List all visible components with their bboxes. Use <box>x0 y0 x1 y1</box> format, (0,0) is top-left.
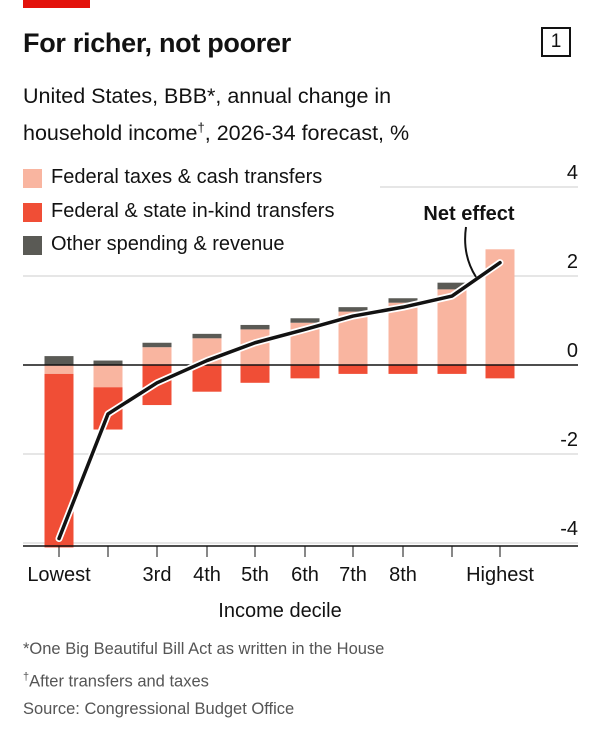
x-tick-marks <box>23 545 578 557</box>
legend-swatch-other <box>23 236 42 255</box>
bar-2-0 <box>44 356 74 365</box>
subtitle-line2-pre: household income <box>23 121 198 146</box>
bar-1-8 <box>437 365 467 374</box>
net-effect-label: Net effect <box>423 203 514 225</box>
y-tick-label--4: -4 <box>560 518 578 540</box>
x-axis-title: Income decile <box>218 600 341 622</box>
legend-label-other: Other spending & revenue <box>51 233 285 255</box>
chart-title: For richer, not poorer <box>23 28 291 58</box>
bar-2-4 <box>240 324 270 330</box>
x-tick-label-6: 7th <box>339 564 367 586</box>
bar-2-1 <box>93 360 123 365</box>
x-tick-label-0: Lowest <box>27 564 91 586</box>
bar-2-3 <box>192 333 222 339</box>
bar-0-7 <box>388 302 418 365</box>
x-tick-label-7: 8th <box>389 564 417 586</box>
y-tick-labels: 4 2 0 -2 -4 <box>560 162 578 540</box>
chart-number-badge: 1 <box>541 27 571 57</box>
x-tick-label-2: 3rd <box>143 564 172 586</box>
x-tick-label-9: Highest <box>466 564 534 586</box>
chart-subtitle: United States, BBB*, annual change in ho… <box>23 81 583 149</box>
bar-0-2 <box>142 347 172 365</box>
legend-swatch-federal-taxes <box>23 169 42 188</box>
y-tick-label-2: 2 <box>567 251 578 273</box>
source-note: Source: Congressional Budget Office <box>23 699 295 718</box>
bar-0-8 <box>437 289 467 365</box>
bar-2-5 <box>290 318 320 323</box>
footnote-bbb: *One Big Beautiful Bill Act as written i… <box>23 640 385 658</box>
bar-1-7 <box>388 365 418 374</box>
bar-1-3 <box>192 365 222 392</box>
legend-swatch-in-kind <box>23 202 42 222</box>
bar-2-2 <box>142 342 172 348</box>
bar-2-6 <box>338 307 368 312</box>
bar-1-4 <box>240 365 270 383</box>
footnote-dagger-text: After transfers and taxes <box>29 672 209 690</box>
footnote-dagger: †After transfers and taxes <box>23 664 384 696</box>
subtitle-line1: United States, BBB*, annual change in <box>23 84 392 108</box>
legend-label-federal-taxes: Federal taxes & cash transfers <box>51 166 323 188</box>
bar-2-8 <box>437 282 467 290</box>
bars-layer <box>44 249 515 548</box>
x-tick-label-4: 5th <box>241 564 269 586</box>
y-tick-label-4: 4 <box>567 162 578 184</box>
x-tick-label-5: 6th <box>291 564 319 586</box>
bar-2-7 <box>388 298 418 303</box>
brand-bar <box>23 0 90 8</box>
footnote-dagger-mark: † <box>23 670 30 683</box>
bar-1-5 <box>290 365 320 379</box>
y-tick-label--2: -2 <box>560 429 578 451</box>
subtitle-line2-post: , 2026-34 forecast, % <box>204 121 410 146</box>
bar-1-9 <box>485 365 515 379</box>
x-tick-labels: Lowest 3rd 4th 5th 6th 7th 8th Highest <box>27 564 534 586</box>
net-effect-layer <box>55 259 504 543</box>
x-tick-label-3: 4th <box>193 564 221 586</box>
footnotes: *One Big Beautiful Bill Act as written i… <box>23 636 384 723</box>
y-tick-label-0: 0 <box>567 340 578 362</box>
net-effect-halo <box>55 259 504 543</box>
net-effect-line <box>57 260 502 541</box>
net-effect-pointer <box>464 226 477 278</box>
bar-1-6 <box>338 365 368 374</box>
bar-0-0 <box>44 365 74 374</box>
legend-label-in-kind: Federal & state in-kind transfers <box>51 199 335 222</box>
bar-0-1 <box>93 365 123 388</box>
subtitle-dagger: † <box>197 120 205 135</box>
